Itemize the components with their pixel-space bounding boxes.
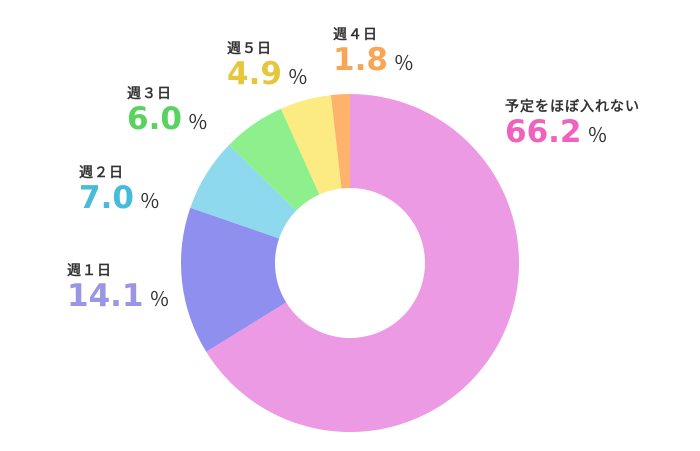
donut-slice-2 <box>190 145 297 239</box>
category-label: 週２日 <box>79 165 124 181</box>
donut-slice-3 <box>229 108 320 211</box>
unit-label: ％ <box>587 123 608 147</box>
label-slice-1: 週１日 14.1 ％ <box>67 260 170 312</box>
donut-slice-5 <box>330 94 350 189</box>
value-label: 6.0 <box>127 101 182 137</box>
category-label: 予定をほぼ入れない <box>505 99 640 115</box>
unit-label: ％ <box>187 110 208 134</box>
category-label: 週５日 <box>227 41 272 57</box>
unit-label: ％ <box>139 189 160 213</box>
label-slice-2: 週２日 7.0 ％ <box>79 162 160 214</box>
value-label: 7.0 <box>79 180 134 216</box>
label-slice-0: 予定をほぼ入れない 66.2 ％ <box>505 96 640 148</box>
label-slice-5: 週４日 1.8 ％ <box>333 24 414 76</box>
category-label: 週３日 <box>127 86 172 102</box>
unit-label: ％ <box>287 65 308 89</box>
value-label: 1.8 <box>333 42 388 78</box>
unit-label: ％ <box>149 287 170 311</box>
value-label: 4.9 <box>227 56 282 92</box>
donut-slice-1 <box>180 207 287 352</box>
value-label: 14.1 <box>67 278 144 314</box>
donut-slice-0 <box>206 94 519 432</box>
category-label: 週４日 <box>333 27 378 43</box>
donut-slice-4 <box>280 95 342 195</box>
value-label: 66.2 <box>505 114 582 150</box>
label-slice-3: 週３日 6.0 ％ <box>127 83 208 135</box>
label-slice-4: 週５日 4.9 ％ <box>227 38 308 90</box>
category-label: 週１日 <box>67 263 112 279</box>
donut-slices <box>180 94 519 432</box>
unit-label: ％ <box>393 51 414 75</box>
